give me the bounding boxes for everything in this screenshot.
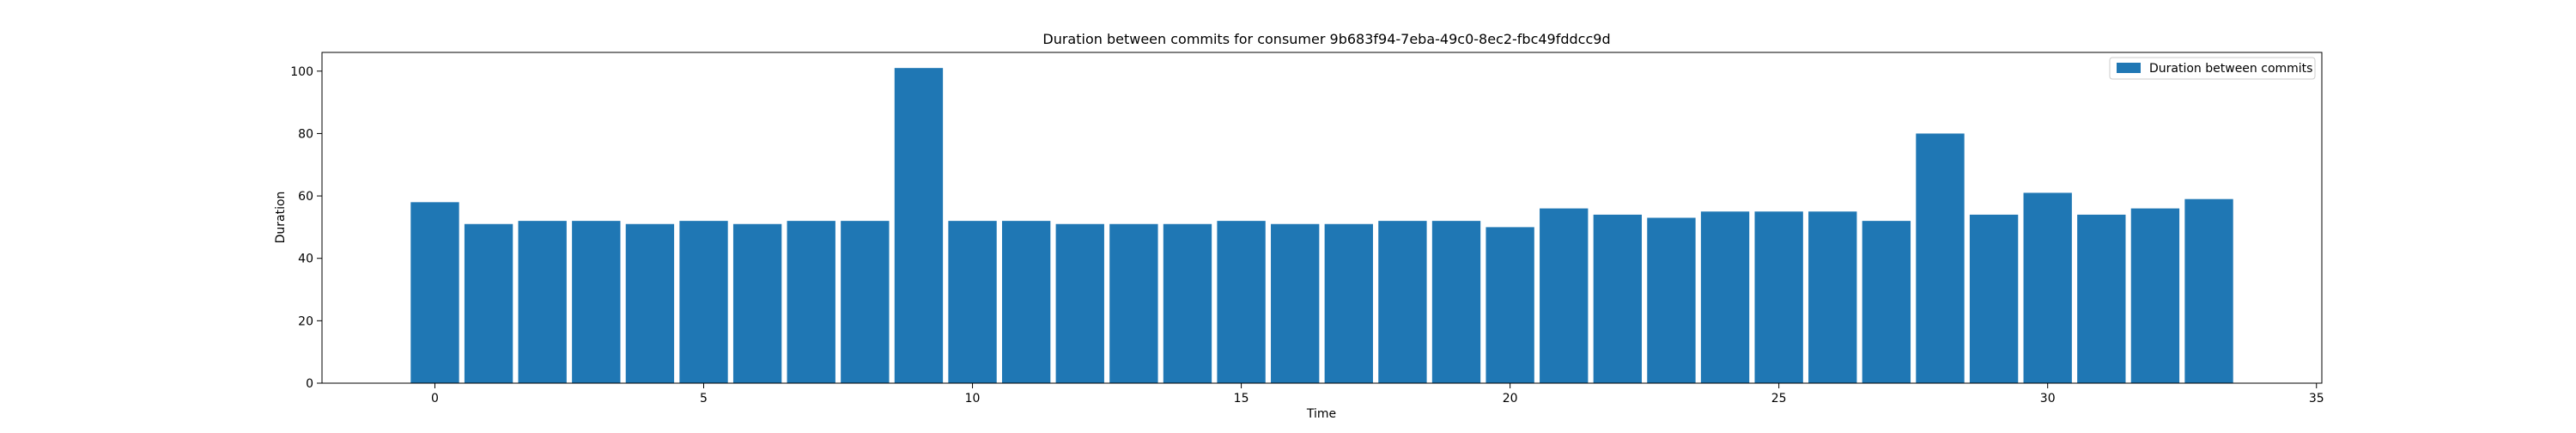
bars-layer [410,68,2233,384]
bar-4 [625,223,675,383]
legend-swatch [2117,63,2141,73]
bar-11 [1001,221,1051,383]
bar-3 [572,221,621,383]
bar-9 [894,68,944,384]
y-axis-ticks: 0 20 40 60 80 100 [290,65,322,391]
bar-14 [1163,223,1212,383]
bar-0 [410,202,459,383]
bar-18 [1378,221,1427,383]
y-tick-label: 60 [298,190,313,204]
x-axis-label: Time [1306,407,1336,421]
bar-20 [1485,227,1534,383]
bar-33 [2184,198,2233,383]
bar-26 [1808,211,1857,383]
bar-25 [1754,211,1803,383]
x-tick-label: 20 [1503,392,1518,406]
bar-30 [2023,192,2072,383]
bar-1 [464,223,513,383]
x-tick-label: 25 [1771,392,1787,406]
x-tick-label: 0 [431,392,439,406]
y-tick-label: 100 [290,65,313,79]
bar-21 [1540,208,1589,383]
bar-15 [1217,221,1266,383]
x-tick-label: 10 [965,392,981,406]
bar-12 [1055,223,1104,383]
bar-7 [787,221,835,383]
x-tick-label: 5 [700,392,708,406]
bar-17 [1324,223,1373,383]
bar-19 [1431,221,1481,383]
x-tick-label: 15 [1234,392,1249,406]
legend-label: Duration between commits [2149,62,2312,76]
plot-area-frame [321,52,2323,384]
legend-box [2109,57,2316,80]
y-tick-label: 0 [306,377,313,391]
bar-24 [1700,211,1750,383]
bar-6 [732,223,782,383]
x-axis-ticks: 0 5 10 15 20 25 30 35 [431,383,2324,406]
bar-2 [518,221,567,383]
y-axis-label: Duration [274,192,288,244]
bar-28 [1916,133,1965,383]
legend: Duration between commits [2109,57,2316,80]
y-tick-label: 20 [298,314,313,328]
y-tick-label: 40 [298,253,313,266]
x-tick-label: 30 [2040,392,2056,406]
bar-23 [1647,217,1696,383]
x-tick-label: 35 [2309,392,2324,406]
bar-29 [1969,214,2019,383]
y-tick-label: 80 [298,127,313,141]
chart-title: Duration between commits for consumer 9b… [1042,31,1610,47]
bar-27 [1862,221,1911,383]
bar-22 [1593,214,1643,383]
bar-10 [948,221,997,383]
bar-16 [1271,223,1320,383]
bar-8 [841,221,890,383]
bar-32 [2130,208,2180,383]
bar-5 [679,221,728,383]
bar-13 [1109,223,1158,383]
bar-31 [2077,214,2126,383]
